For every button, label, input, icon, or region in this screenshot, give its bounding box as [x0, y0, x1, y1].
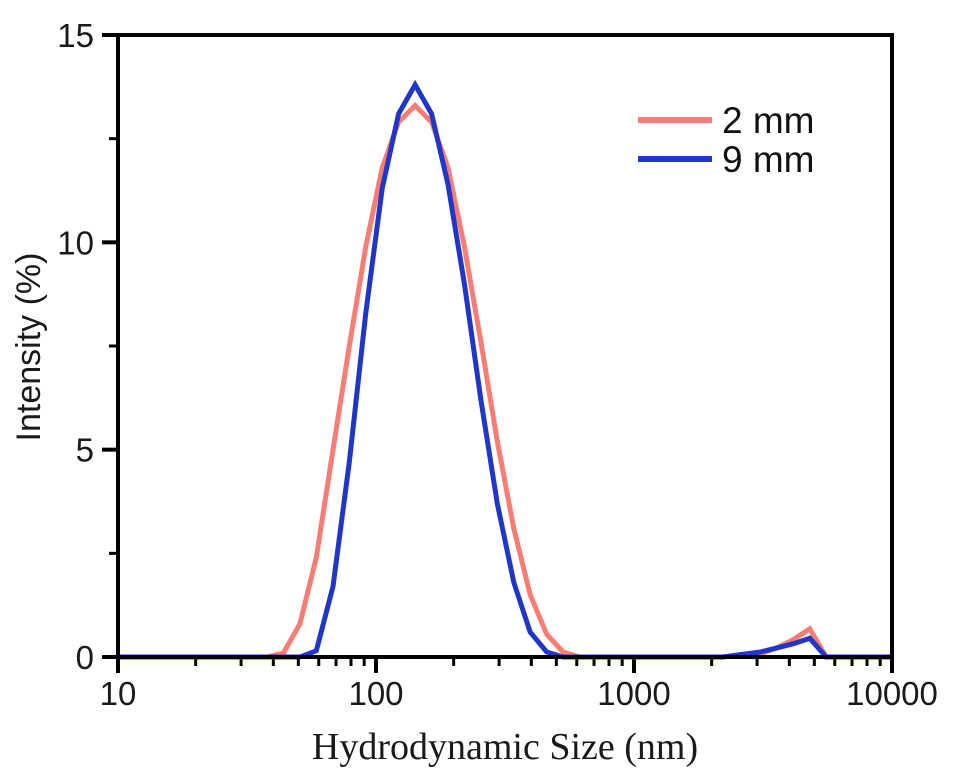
legend: 2 mm9 mm — [638, 100, 815, 180]
x-tick-label: 100 — [348, 675, 403, 712]
x-tick-label: 10 — [100, 675, 137, 712]
x-axis-title: Hydrodynamic Size (nm) — [312, 726, 698, 768]
y-tick-label: 10 — [57, 224, 94, 261]
x-tick-label: 10000 — [846, 675, 938, 712]
axis-ticks: 10 100 1000 10000 0 5 10 15 — [57, 17, 938, 712]
series-line-2-mm — [118, 101, 892, 660]
y-tick-label: 0 — [76, 639, 94, 676]
y-tick-label: 5 — [76, 432, 94, 469]
legend-label-0: 2 mm — [722, 100, 815, 141]
plot-border — [116, 33, 894, 659]
y-tick-label: 15 — [57, 17, 94, 54]
legend-label-1: 9 mm — [722, 139, 815, 180]
y-axis-title: Intensity (%) — [10, 253, 48, 442]
x-tick-label: 1000 — [597, 675, 670, 712]
